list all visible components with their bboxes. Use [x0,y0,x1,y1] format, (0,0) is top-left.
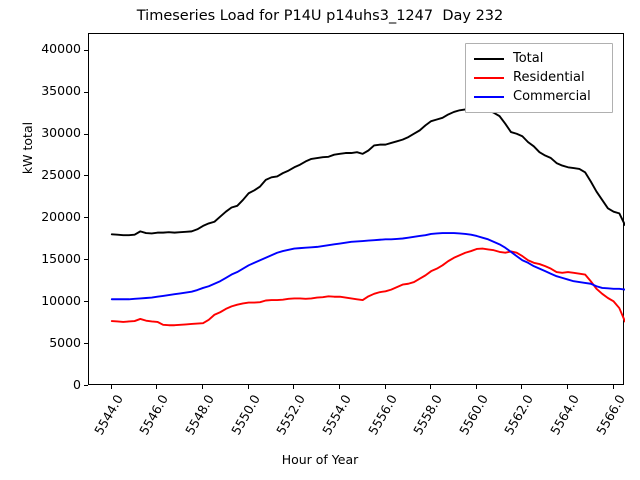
legend-swatch-total [474,57,504,60]
legend-label-total: Total [513,51,544,66]
x-tick-label: 5562.0 [501,392,537,438]
chart-title: Timeseries Load for P14U p14uhs3_1247 Da… [136,8,504,24]
x-tick-label: 5546.0 [136,392,172,438]
x-tick-label: 5564.0 [547,392,582,438]
y-tick-label: 30000 [41,125,81,141]
x-tick-label: 5566.0 [592,392,628,438]
legend-item-residential: Residential [474,68,604,87]
chart-legend: Total Residential Commercial [465,43,613,113]
legend-label-commercial: Commercial [513,89,591,104]
y-tick-label: 35000 [41,83,81,99]
y-tick-label: 0 [73,376,81,392]
legend-item-total: Total [474,49,604,68]
series-line-residential [110,247,625,327]
y-tick-mark [84,385,88,386]
x-tick-label: 5556.0 [364,392,400,438]
legend-label-residential: Residential [513,70,585,85]
x-tick-label: 5550.0 [227,392,263,438]
y-tick-label: 40000 [41,41,81,57]
series-line-total [110,108,625,237]
legend-item-commercial: Commercial [474,87,604,106]
x-tick-label: 5560.0 [455,392,491,438]
y-tick-label: 15000 [41,250,81,266]
plot-lines-svg [110,108,625,327]
y-tick-label: 20000 [41,208,81,224]
legend-swatch-residential [474,76,504,79]
y-axis-label: kW total [20,121,35,175]
y-tick-label: 25000 [41,166,81,182]
x-tick-label: 5558.0 [410,392,446,438]
series-line-commercial [110,232,625,301]
x-axis-label: Hour of Year [281,452,359,467]
x-tick-label: 5552.0 [273,392,309,438]
x-tick-label: 5554.0 [319,392,354,438]
y-tick-label: 10000 [41,292,81,308]
x-tick-label: 5548.0 [182,392,218,438]
x-tick-label: 5544.0 [90,392,126,438]
y-tick-label: 5000 [49,334,81,350]
series-group [110,108,625,327]
legend-swatch-commercial [474,95,504,98]
